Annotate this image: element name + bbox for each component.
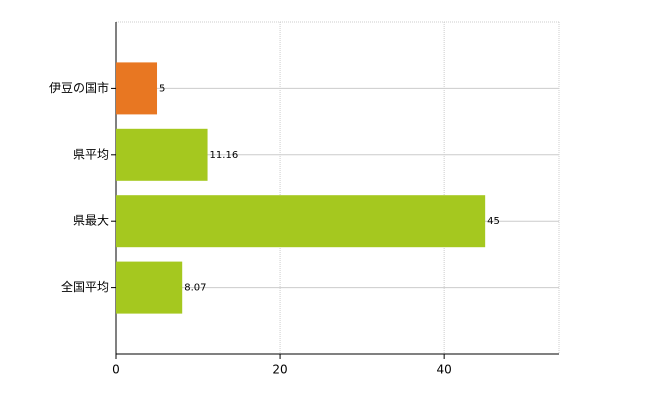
value-label: 8.07: [184, 283, 206, 294]
value-label: 11.16: [210, 150, 239, 161]
x-tick-label: 40: [437, 363, 452, 377]
y-tick-label: 県最大: [73, 214, 109, 228]
bar: [116, 261, 183, 314]
y-tick-label: 県平均: [73, 147, 109, 161]
y-tick-label: 伊豆の国市: [49, 80, 109, 95]
bar: [116, 62, 158, 115]
y-tick-label: 全国平均: [61, 279, 109, 294]
x-tick-label: 0: [112, 363, 120, 377]
x-tick-label: 20: [272, 363, 287, 377]
bar: [116, 128, 208, 181]
value-label: 45: [487, 216, 500, 227]
value-label: 5: [159, 83, 165, 94]
bar: [116, 195, 486, 248]
